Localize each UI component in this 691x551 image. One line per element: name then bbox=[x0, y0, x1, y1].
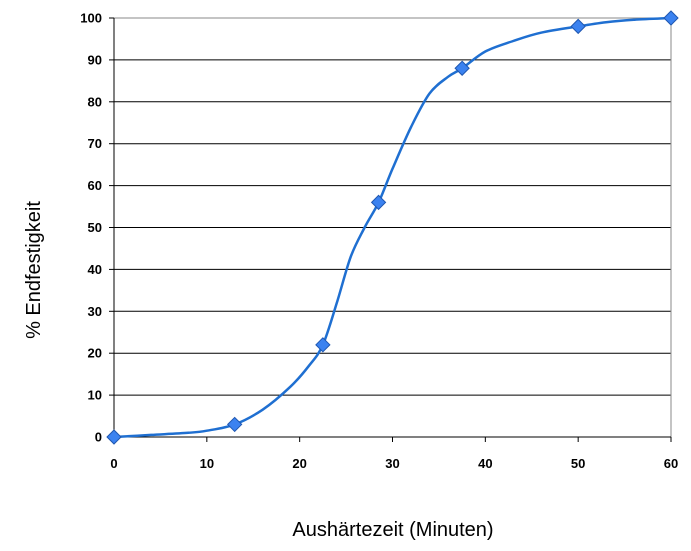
y-tick-label-10: 10 bbox=[88, 388, 102, 403]
data-point-marker bbox=[226, 416, 243, 433]
data-point-marker bbox=[570, 18, 586, 35]
x-tick-label-30: 30 bbox=[385, 456, 399, 471]
y-tick-label-60: 60 bbox=[88, 178, 102, 193]
data-point-marker bbox=[370, 194, 387, 211]
y-tick-label-40: 40 bbox=[88, 262, 102, 277]
x-tick-label-40: 40 bbox=[478, 456, 492, 471]
grid-lines bbox=[114, 17, 672, 437]
y-tick-label-90: 90 bbox=[88, 52, 102, 67]
x-tick-label-60: 60 bbox=[664, 456, 678, 471]
data-point-marker bbox=[663, 10, 679, 26]
y-tick-labels: 0 10 20 30 40 50 60 70 80 90 100 bbox=[80, 11, 114, 445]
y-axis-title: % Endfestigkeit bbox=[23, 201, 45, 339]
y-tick-label-30: 30 bbox=[88, 304, 102, 319]
x-tick-label-50: 50 bbox=[571, 456, 585, 471]
data-point-marker bbox=[454, 60, 470, 76]
y-tick-label-80: 80 bbox=[88, 94, 102, 109]
series-markers bbox=[106, 10, 679, 445]
x-tick-labels: 0 10 20 30 40 50 60 bbox=[110, 437, 678, 471]
x-axis-title: Aushärtezeit (Minuten) bbox=[292, 519, 493, 541]
data-point-marker bbox=[315, 337, 331, 353]
y-tick-label-70: 70 bbox=[88, 136, 102, 151]
y-tick-label-50: 50 bbox=[88, 220, 102, 235]
x-tick-label-10: 10 bbox=[200, 456, 214, 471]
y-tick-label-100: 100 bbox=[80, 11, 102, 26]
y-tick-label-20: 20 bbox=[88, 346, 102, 361]
x-tick-label-0: 0 bbox=[110, 456, 117, 471]
y-tick-label-0: 0 bbox=[95, 430, 102, 445]
data-point-marker bbox=[106, 429, 122, 445]
x-tick-label-20: 20 bbox=[292, 456, 306, 471]
